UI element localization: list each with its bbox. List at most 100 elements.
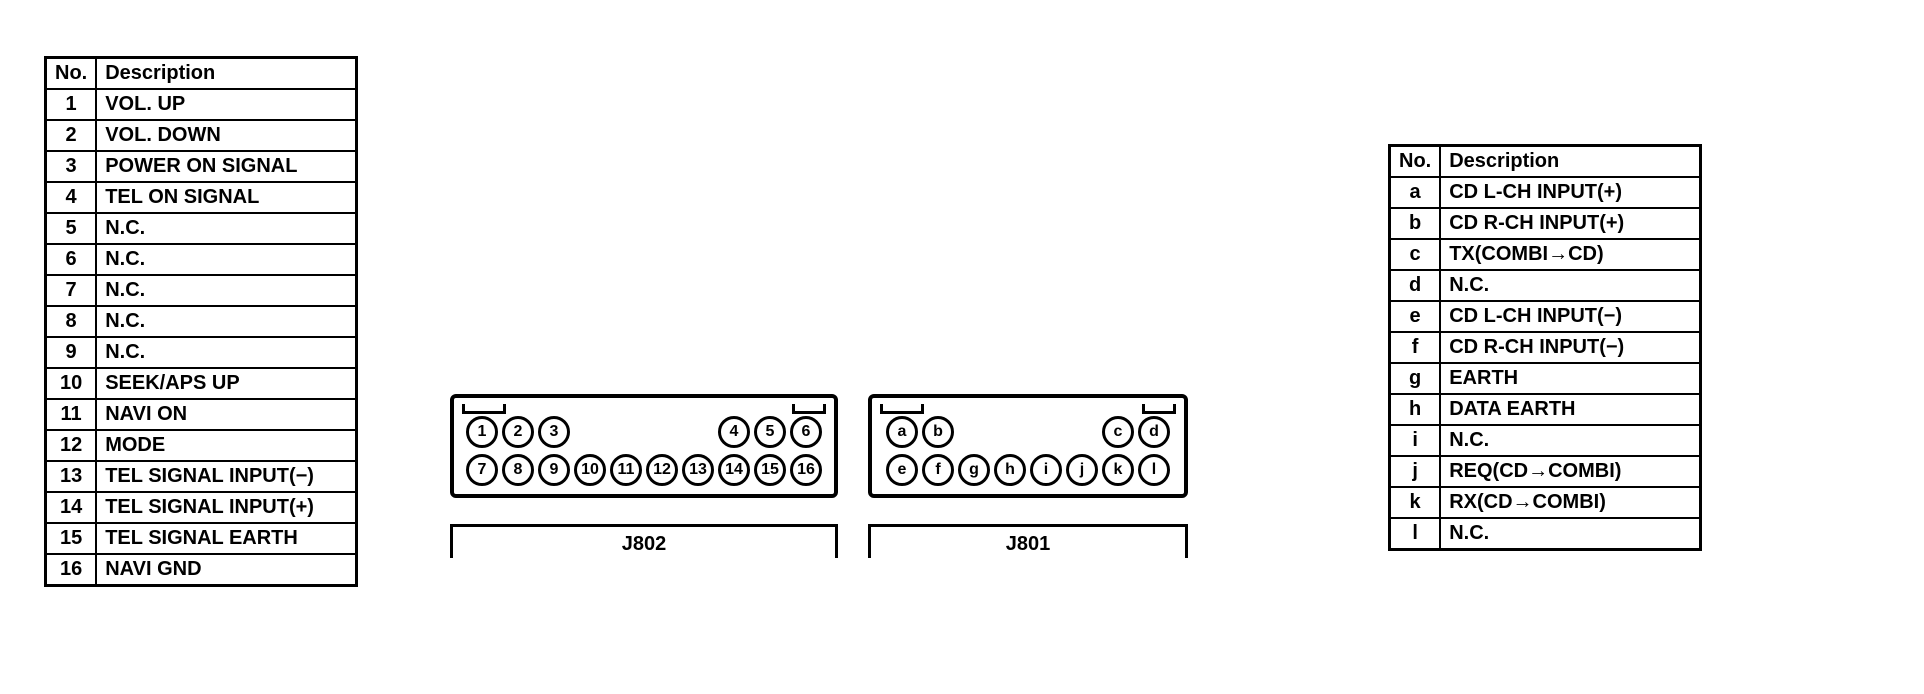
pin-e: e bbox=[886, 454, 918, 486]
table-row: lN.C. bbox=[1390, 518, 1701, 550]
cell-no: 12 bbox=[46, 430, 97, 461]
pin-g: g bbox=[958, 454, 990, 486]
cell-desc: N.C. bbox=[96, 275, 356, 306]
cell-no: 13 bbox=[46, 461, 97, 492]
cell-desc: RX(CD→COMBI) bbox=[1440, 487, 1700, 518]
table-row: kRX(CD→COMBI) bbox=[1390, 487, 1701, 518]
cell-no: 8 bbox=[46, 306, 97, 337]
cell-no: h bbox=[1390, 394, 1441, 425]
cell-no: 16 bbox=[46, 554, 97, 586]
cell-no: k bbox=[1390, 487, 1441, 518]
header-desc: Description bbox=[1440, 146, 1700, 178]
connector-j802: 123456 78910111213141516 bbox=[450, 394, 838, 498]
connector-label-j802: J802 bbox=[450, 524, 838, 558]
cell-desc: SEEK/APS UP bbox=[96, 368, 356, 399]
pin-f: f bbox=[922, 454, 954, 486]
pin-c: c bbox=[1102, 416, 1134, 448]
pin-12: 12 bbox=[646, 454, 678, 486]
pin-6: 6 bbox=[790, 416, 822, 448]
cell-desc: TEL SIGNAL INPUT(−) bbox=[96, 461, 356, 492]
table-row: hDATA EARTH bbox=[1390, 394, 1701, 425]
table-header-row: No. Description bbox=[46, 58, 357, 90]
table-row: 9N.C. bbox=[46, 337, 357, 368]
pin-b: b bbox=[922, 416, 954, 448]
cell-no: l bbox=[1390, 518, 1441, 550]
pin-4: 4 bbox=[718, 416, 750, 448]
notch-icon bbox=[1142, 404, 1176, 414]
cell-no: 5 bbox=[46, 213, 97, 244]
table-row: 12MODE bbox=[46, 430, 357, 461]
cell-desc: N.C. bbox=[1440, 270, 1700, 301]
table-row: 13TEL SIGNAL INPUT(−) bbox=[46, 461, 357, 492]
cell-desc: CD R-CH INPUT(−) bbox=[1440, 332, 1700, 363]
table-row: 7N.C. bbox=[46, 275, 357, 306]
pin-l: l bbox=[1138, 454, 1170, 486]
table-row: 4TEL ON SIGNAL bbox=[46, 182, 357, 213]
cell-desc: VOL. UP bbox=[96, 89, 356, 120]
connector-notches bbox=[462, 404, 826, 414]
pin-i: i bbox=[1030, 454, 1062, 486]
cell-desc: TEL SIGNAL EARTH bbox=[96, 523, 356, 554]
connector-label-text: J801 bbox=[1006, 533, 1051, 555]
cell-desc: VOL. DOWN bbox=[96, 120, 356, 151]
cell-desc: EARTH bbox=[1440, 363, 1700, 394]
cell-no: e bbox=[1390, 301, 1441, 332]
cell-desc: REQ(CD→COMBI) bbox=[1440, 456, 1700, 487]
cell-desc: MODE bbox=[96, 430, 356, 461]
notch-icon bbox=[880, 404, 924, 414]
cell-no: 7 bbox=[46, 275, 97, 306]
table-row: bCD R-CH INPUT(+) bbox=[1390, 208, 1701, 239]
pin-10: 10 bbox=[574, 454, 606, 486]
table-row: 10SEEK/APS UP bbox=[46, 368, 357, 399]
table-row: gEARTH bbox=[1390, 363, 1701, 394]
connector-label-text: J802 bbox=[622, 533, 667, 555]
cell-no: j bbox=[1390, 456, 1441, 487]
table-row: 5N.C. bbox=[46, 213, 357, 244]
pin-k: k bbox=[1102, 454, 1134, 486]
cell-desc: CD L-CH INPUT(−) bbox=[1440, 301, 1700, 332]
cell-desc: CD R-CH INPUT(+) bbox=[1440, 208, 1700, 239]
header-no: No. bbox=[1390, 146, 1441, 178]
cell-no: d bbox=[1390, 270, 1441, 301]
pin-7: 7 bbox=[466, 454, 498, 486]
pin-h: h bbox=[994, 454, 1026, 486]
pin-8: 8 bbox=[502, 454, 534, 486]
connector-row-bottom: efghijkl bbox=[880, 454, 1176, 486]
cell-no: f bbox=[1390, 332, 1441, 363]
table-row: 2VOL. DOWN bbox=[46, 120, 357, 151]
pin-2: 2 bbox=[502, 416, 534, 448]
pin-d: d bbox=[1138, 416, 1170, 448]
header-no: No. bbox=[46, 58, 97, 90]
cell-no: 1 bbox=[46, 89, 97, 120]
table-row: cTX(COMBI→CD) bbox=[1390, 239, 1701, 270]
pin-5: 5 bbox=[754, 416, 786, 448]
pin-14: 14 bbox=[718, 454, 750, 486]
cell-no: 4 bbox=[46, 182, 97, 213]
table-row: 3POWER ON SIGNAL bbox=[46, 151, 357, 182]
cell-desc: N.C. bbox=[1440, 425, 1700, 456]
pin-13: 13 bbox=[682, 454, 714, 486]
cell-desc: N.C. bbox=[96, 244, 356, 275]
cell-no: b bbox=[1390, 208, 1441, 239]
connector-label-j801: J801 bbox=[868, 524, 1188, 558]
connector-row-top: 123456 bbox=[462, 416, 826, 448]
pin-9: 9 bbox=[538, 454, 570, 486]
table-row: jREQ(CD→COMBI) bbox=[1390, 456, 1701, 487]
cell-desc: TEL SIGNAL INPUT(+) bbox=[96, 492, 356, 523]
table-row: fCD R-CH INPUT(−) bbox=[1390, 332, 1701, 363]
connector-notches bbox=[880, 404, 1176, 414]
notch-icon bbox=[462, 404, 506, 414]
table-row: 15TEL SIGNAL EARTH bbox=[46, 523, 357, 554]
table-header-row: No. Description bbox=[1390, 146, 1701, 178]
pin-11: 11 bbox=[610, 454, 642, 486]
cell-no: 2 bbox=[46, 120, 97, 151]
cell-no: 11 bbox=[46, 399, 97, 430]
connector-j801: abcd efghijkl bbox=[868, 394, 1188, 498]
cell-no: a bbox=[1390, 177, 1441, 208]
table-row: 8N.C. bbox=[46, 306, 357, 337]
table-row: 16NAVI GND bbox=[46, 554, 357, 586]
cell-no: 3 bbox=[46, 151, 97, 182]
connector-row-top: abcd bbox=[880, 416, 1176, 448]
cell-desc: CD L-CH INPUT(+) bbox=[1440, 177, 1700, 208]
pinout-table-right: No. Description aCD L-CH INPUT(+)bCD R-C… bbox=[1388, 144, 1702, 551]
